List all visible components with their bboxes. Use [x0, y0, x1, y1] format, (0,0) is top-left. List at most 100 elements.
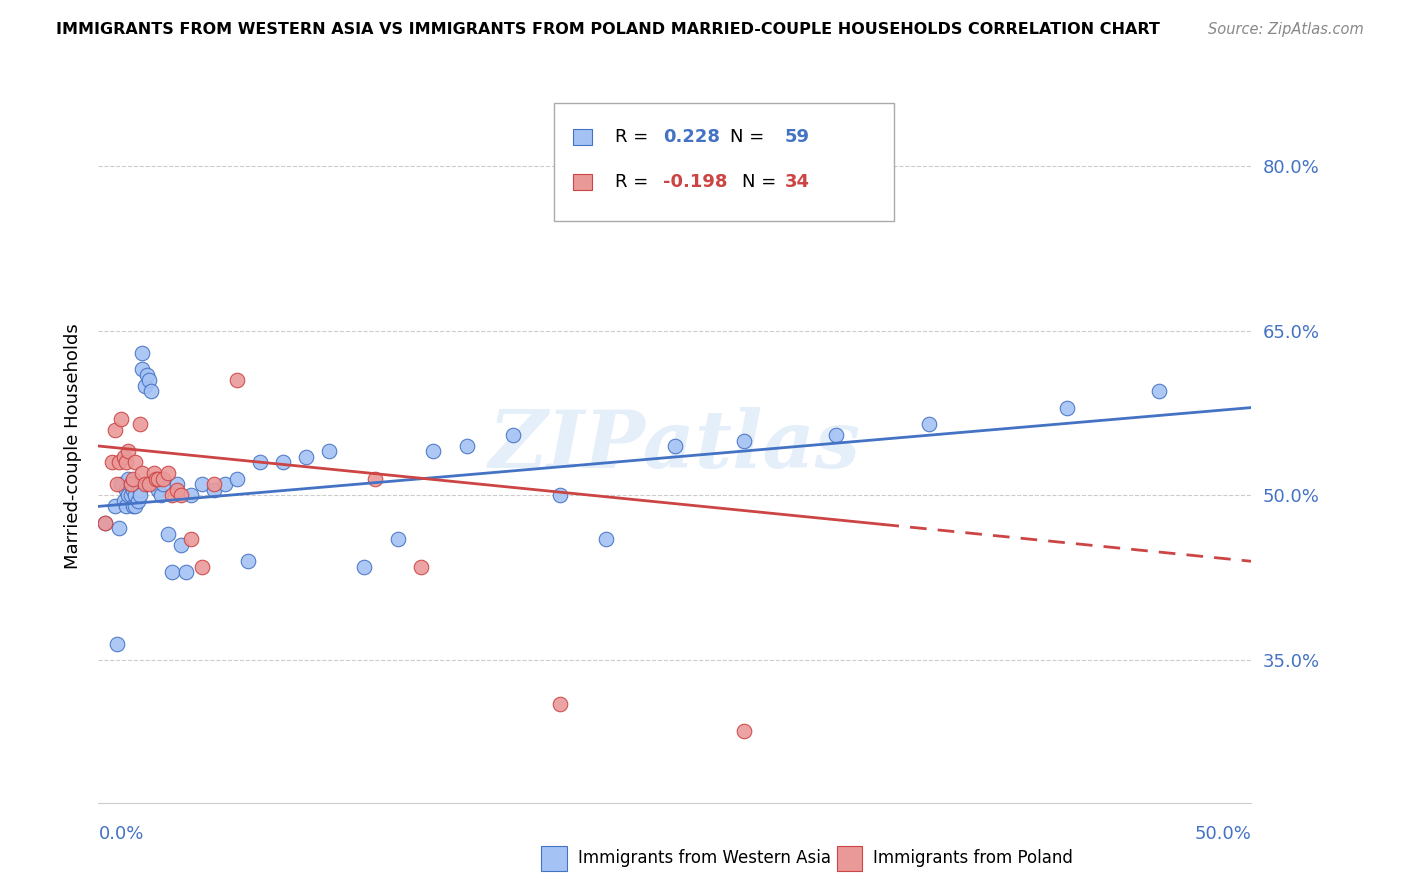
Point [214, 477, 236, 491]
Point [135, 368, 157, 382]
Point [353, 559, 375, 574]
Point [108, 521, 131, 535]
Point [124, 500, 146, 514]
FancyBboxPatch shape [554, 103, 894, 221]
Point [138, 477, 160, 491]
Point [548, 488, 571, 502]
Point [131, 467, 153, 481]
Point [225, 472, 247, 486]
Point [411, 559, 433, 574]
Point [170, 538, 193, 552]
Point [160, 488, 183, 502]
Point [112, 450, 135, 464]
Point [120, 477, 142, 491]
Point [152, 472, 174, 486]
Point [131, 345, 153, 359]
Point [129, 483, 152, 497]
Text: N =: N = [742, 173, 782, 191]
Point [145, 472, 167, 486]
Point [456, 439, 478, 453]
Bar [574, 129, 592, 145]
Point [142, 477, 165, 491]
Point [180, 488, 202, 502]
Point [124, 488, 146, 502]
Point [872, 164, 894, 178]
Point [101, 455, 124, 469]
Bar [574, 174, 592, 190]
Point [595, 533, 617, 547]
Point [134, 477, 156, 491]
Text: Source: ZipAtlas.com: Source: ZipAtlas.com [1208, 22, 1364, 37]
Point [202, 477, 225, 491]
Point [238, 554, 260, 568]
Y-axis label: Married-couple Households: Married-couple Households [63, 323, 82, 569]
Point [124, 455, 146, 469]
Point [110, 411, 132, 425]
Point [122, 472, 145, 486]
Point [122, 500, 145, 514]
Point [191, 477, 214, 491]
Text: R =: R = [614, 128, 654, 146]
Text: Immigrants from Poland: Immigrants from Poland [873, 849, 1073, 867]
Point [117, 472, 139, 486]
Point [166, 477, 188, 491]
Point [145, 472, 167, 486]
Point [156, 526, 179, 541]
Text: 0.0%: 0.0% [98, 825, 143, 843]
Point [156, 467, 179, 481]
Text: 59: 59 [785, 128, 810, 146]
Point [225, 373, 247, 387]
Point [160, 566, 183, 580]
Point [115, 455, 138, 469]
Point [142, 467, 165, 481]
Point [127, 494, 149, 508]
Point [917, 417, 939, 431]
Point [318, 444, 340, 458]
Point [271, 455, 294, 469]
Text: Immigrants from Western Asia: Immigrants from Western Asia [578, 849, 831, 867]
Point [152, 477, 174, 491]
Point [105, 477, 128, 491]
Point [129, 417, 152, 431]
Point [127, 477, 149, 491]
Point [180, 533, 202, 547]
Point [117, 444, 139, 458]
Point [110, 477, 132, 491]
Point [149, 488, 172, 502]
Text: N =: N = [730, 128, 770, 146]
Point [129, 488, 152, 502]
Point [148, 483, 170, 497]
Text: 0.228: 0.228 [664, 128, 720, 146]
Point [138, 373, 160, 387]
Point [120, 488, 142, 502]
Point [166, 483, 188, 497]
Text: R =: R = [614, 173, 654, 191]
Point [134, 378, 156, 392]
Point [364, 472, 387, 486]
Text: 34: 34 [785, 173, 810, 191]
Point [191, 559, 214, 574]
Point [295, 450, 318, 464]
Text: -0.198: -0.198 [664, 173, 728, 191]
Point [94, 516, 117, 530]
Point [249, 455, 271, 469]
Point [94, 516, 117, 530]
Point [131, 362, 153, 376]
Text: ZIPatlas: ZIPatlas [489, 408, 860, 484]
Point [122, 483, 145, 497]
Point [120, 477, 142, 491]
Text: 50.0%: 50.0% [1195, 825, 1251, 843]
Point [733, 434, 755, 448]
Point [1056, 401, 1078, 415]
Point [115, 483, 138, 497]
Point [548, 697, 571, 711]
Point [170, 488, 193, 502]
Point [112, 494, 135, 508]
Point [141, 384, 163, 398]
Point [825, 428, 848, 442]
Point [1147, 384, 1170, 398]
Point [105, 637, 128, 651]
Point [202, 483, 225, 497]
Point [117, 488, 139, 502]
Point [174, 566, 197, 580]
